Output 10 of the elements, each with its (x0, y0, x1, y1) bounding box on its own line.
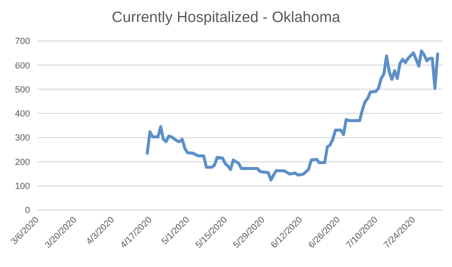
chart-title: Currently Hospitalized - Oklahoma (112, 9, 341, 26)
y-tick-label: 400 (14, 108, 30, 119)
y-tick-label: 300 (14, 132, 30, 143)
y-tick-label: 100 (14, 181, 30, 192)
y-tick-label: 700 (14, 36, 30, 46)
y-tick-label: 600 (14, 60, 30, 70)
y-tick-label: 0 (24, 205, 30, 216)
y-tick-label: 500 (14, 84, 30, 94)
y-tick-label: 200 (14, 156, 30, 167)
line-series (146, 49, 440, 182)
